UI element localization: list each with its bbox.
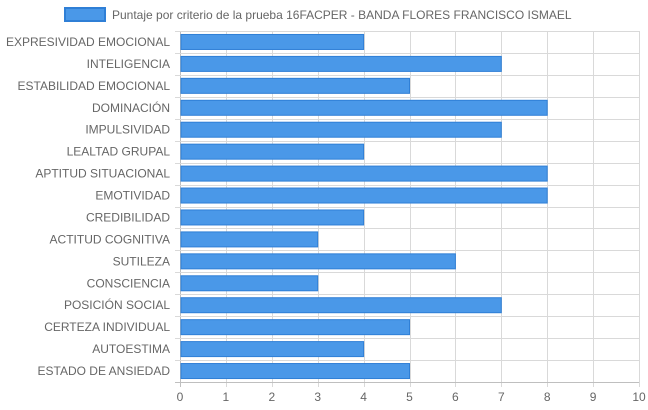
bar[interactable] xyxy=(180,363,410,380)
grid xyxy=(175,31,640,387)
y-tick-label: LEALTAD GRUPAL xyxy=(67,145,171,159)
bar[interactable] xyxy=(180,319,410,336)
bar[interactable] xyxy=(180,33,365,50)
bar[interactable] xyxy=(180,297,502,314)
x-tick-label: 8 xyxy=(544,390,551,404)
x-tick-label: 6 xyxy=(452,390,459,404)
legend[interactable]: Puntaje por criterio de la prueba 16FACP… xyxy=(64,7,572,22)
y-tick-label: ESTADO DE ANSIEDAD xyxy=(38,364,171,378)
x-axis-labels: 0 1 2 3 4 5 6 7 8 9 10 xyxy=(177,390,646,404)
y-tick-label: IMPULSIVIDAD xyxy=(85,123,170,137)
y-tick-label: INTELIGENCIA xyxy=(87,57,170,71)
y-tick-label: CONSCIENCIA xyxy=(87,276,170,290)
bar[interactable] xyxy=(180,275,319,292)
x-tick-label: 2 xyxy=(268,390,275,404)
x-tick-label: 7 xyxy=(498,390,505,404)
y-tick-label: SUTILEZA xyxy=(113,254,170,268)
legend-swatch xyxy=(64,7,106,22)
x-tick-label: 4 xyxy=(360,390,367,404)
bars xyxy=(180,33,548,380)
y-tick-label: CREDIBILIDAD xyxy=(86,210,170,224)
x-tick-label: 0 xyxy=(177,390,184,404)
bar[interactable] xyxy=(180,341,365,358)
y-axis-labels: EXPRESIVIDAD EMOCIONAL INTELIGENCIA ESTABI… xyxy=(6,35,170,378)
y-tick-label: APTITUD SITUACIONAL xyxy=(35,167,170,181)
x-tick-label: 9 xyxy=(590,390,597,404)
y-tick-label: ACTITUD COGNITIVA xyxy=(50,232,170,246)
bar[interactable] xyxy=(180,187,548,204)
y-tick-label: CERTEZA INDIVIDUAL xyxy=(44,320,170,334)
bar[interactable] xyxy=(180,55,502,72)
bar[interactable] xyxy=(180,231,319,248)
bar[interactable] xyxy=(180,209,365,226)
bar[interactable] xyxy=(180,121,502,138)
x-tick-label: 5 xyxy=(406,390,413,404)
bar[interactable] xyxy=(180,77,410,94)
bar[interactable] xyxy=(180,99,548,116)
bar[interactable] xyxy=(180,165,548,182)
y-tick-label: POSICIÓN SOCIAL xyxy=(64,297,170,312)
legend-label: Puntaje por criterio de la prueba 16FACP… xyxy=(112,8,572,22)
bar[interactable] xyxy=(180,253,456,270)
y-tick-label: ESTABILIDAD EMOCIONAL xyxy=(18,79,171,93)
bar[interactable] xyxy=(180,143,365,160)
x-tick-label: 3 xyxy=(314,390,321,404)
x-tick-label: 10 xyxy=(632,390,646,404)
y-tick-label: EXPRESIVIDAD EMOCIONAL xyxy=(6,35,170,49)
y-tick-label: DOMINACIÓN xyxy=(92,100,170,115)
y-tick-label: AUTOESTIMA xyxy=(92,342,170,356)
y-tick-label: EMOTIVIDAD xyxy=(95,189,170,203)
x-tick-label: 1 xyxy=(223,390,230,404)
